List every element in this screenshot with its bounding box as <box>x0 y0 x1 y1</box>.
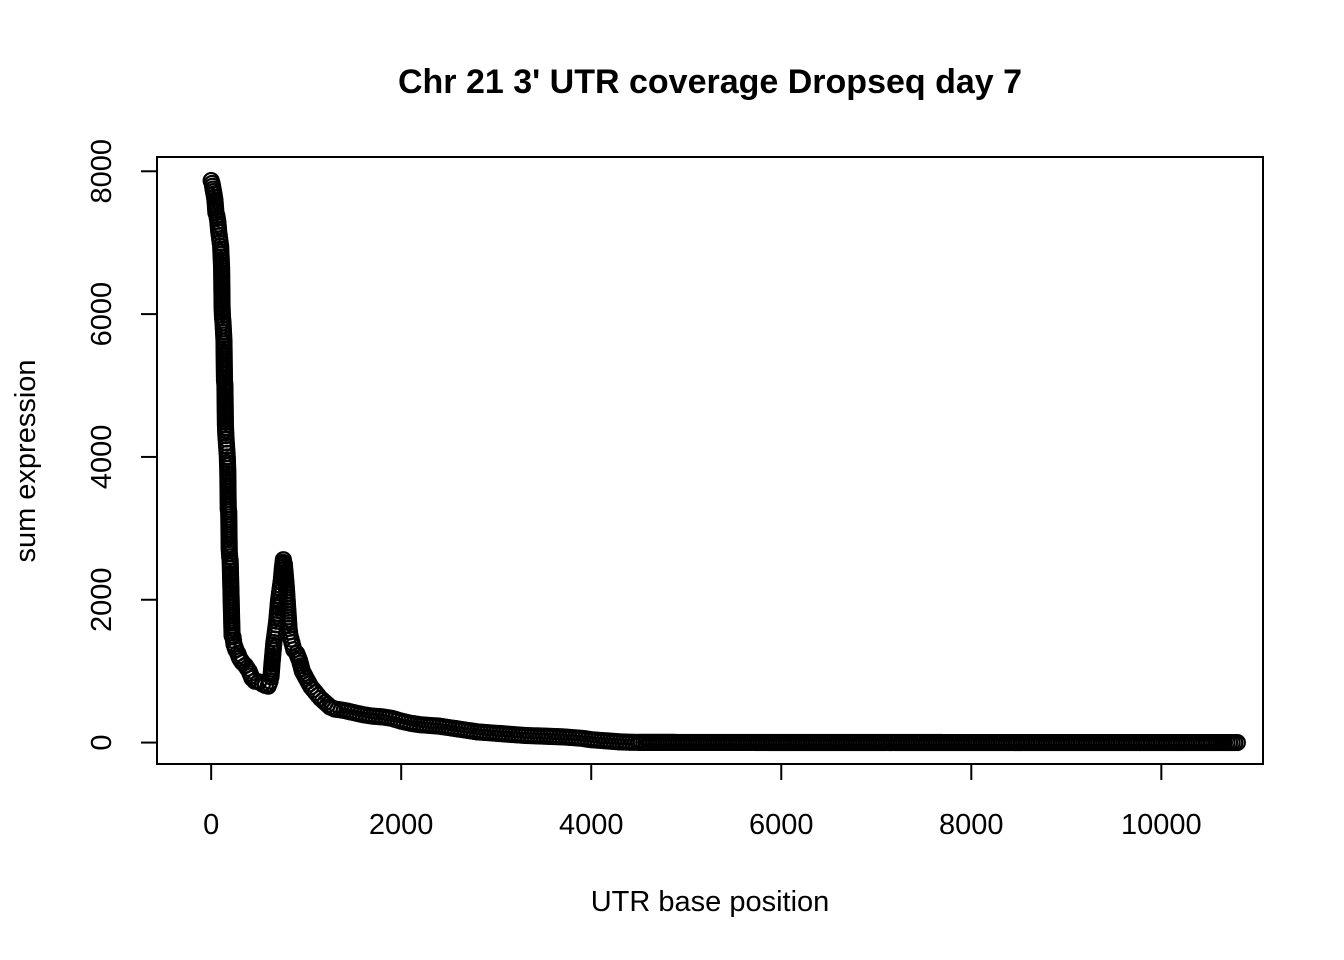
x-tick-label: 6000 <box>749 809 814 841</box>
x-tick-label: 0 <box>203 809 219 841</box>
data-points <box>202 171 1246 752</box>
y-axis: 0 2000 4000 6000 8000 <box>86 139 158 751</box>
y-axis-label: sum expression <box>10 359 42 562</box>
y-tick-label: 6000 <box>86 282 118 347</box>
y-tick-label: 0 <box>86 735 118 751</box>
y-tick-label: 2000 <box>86 567 118 632</box>
x-tick-label: 2000 <box>369 809 434 841</box>
x-tick-label: 10000 <box>1121 809 1202 841</box>
x-axis-label: UTR base position <box>591 886 830 918</box>
y-tick-label: 4000 <box>86 425 118 490</box>
x-tick-label: 4000 <box>559 809 624 841</box>
data-point <box>1228 733 1246 752</box>
x-tick-label: 8000 <box>939 809 1004 841</box>
plot-frame <box>156 156 1264 765</box>
y-tick-label: 8000 <box>86 139 118 204</box>
x-axis: 0 2000 4000 6000 8000 10000 <box>203 763 1202 841</box>
chart-title: Chr 21 3' UTR coverage Dropseq day 7 <box>398 63 1022 101</box>
